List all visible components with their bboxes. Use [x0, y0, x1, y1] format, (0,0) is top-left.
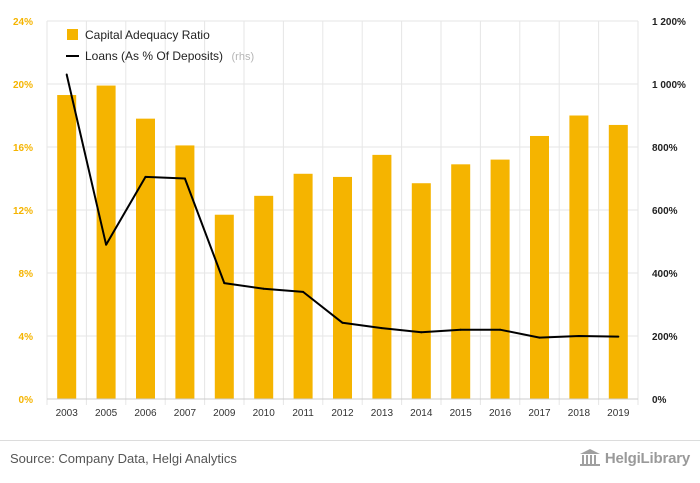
bar-series [57, 85, 628, 400]
bar [411, 183, 431, 399]
brand-name: HelgiLibrary [604, 449, 690, 467]
bar [175, 145, 195, 399]
legend-line-suffix: (rhs) [232, 51, 255, 63]
bar [136, 118, 155, 400]
line-point [302, 290, 305, 293]
left-tick-label: 8% [19, 269, 34, 280]
x-tick-label: 2011 [292, 408, 314, 419]
bar [214, 214, 234, 399]
library-building-icon [579, 449, 600, 466]
line-series [65, 73, 620, 339]
right-tick-label: 1 200% [652, 17, 686, 28]
x-tick-label: 2005 [95, 408, 118, 419]
line-point [459, 328, 462, 331]
line-point [617, 335, 620, 338]
x-tick-label: 2007 [174, 408, 197, 419]
x-tick-label: 2012 [331, 408, 354, 419]
line-point [183, 177, 186, 180]
legend-line-name: Loans (As % Of Deposits) [85, 49, 223, 63]
left-tick-label: 4% [19, 332, 34, 343]
source-note: Source: Company Data, Helgi Analytics [10, 451, 237, 466]
bar [254, 195, 274, 399]
x-tick-label: 2003 [56, 408, 79, 419]
right-tick-label: 0% [652, 395, 667, 406]
bar [372, 154, 392, 399]
x-tick-label: 2010 [253, 408, 276, 419]
line-point [577, 335, 580, 337]
x-tick-label: 2018 [568, 408, 591, 419]
left-tick-label: 0% [19, 395, 34, 406]
legend[interactable]: Capital Adequacy Ratio Loans (As % Of De… [66, 28, 254, 64]
footer-divider [0, 440, 700, 441]
right-tick-label: 1 000% [652, 80, 686, 91]
left-tick-label: 20% [13, 80, 33, 91]
left-tick-label: 16% [13, 143, 33, 154]
line-point [420, 331, 423, 334]
line-point [499, 328, 502, 331]
axes: 0% 0% 4% 200% 8% 400% 12% 600% 16% 800% 20% 1 000% 2… [13, 17, 686, 419]
x-tick-label: 2015 [450, 408, 473, 419]
legend-bar-label: Capital Adequacy Ratio [85, 28, 210, 42]
right-tick-label: 200% [652, 332, 678, 343]
legend-bar-swatch [67, 29, 78, 40]
x-tick-label: 2019 [607, 408, 630, 419]
left-tick-label: 12% [13, 206, 33, 217]
bar [293, 173, 313, 399]
legend-line-label: Loans (As % Of Deposits) (rhs) [85, 47, 254, 64]
line-point [538, 336, 541, 339]
right-tick-label: 600% [652, 206, 678, 217]
right-tick-label: 800% [652, 143, 678, 154]
left-tick-label: 24% [13, 17, 33, 28]
line-point [144, 175, 147, 178]
line-point [380, 327, 383, 330]
x-tick-label: 2017 [528, 408, 551, 419]
line-point [262, 287, 265, 290]
combo-chart: 0% 0% 4% 200% 8% 400% 12% 600% 16% 800% 20% 1 000% 2… [13, 17, 686, 419]
right-tick-label: 400% [652, 269, 678, 280]
x-tick-label: 2014 [410, 408, 433, 419]
bar [451, 164, 471, 399]
brand-logo[interactable]: HelgiLibrary [579, 449, 690, 467]
line-point [105, 243, 108, 246]
bar [530, 135, 549, 399]
x-tick-label: 2013 [371, 408, 394, 419]
line-point [341, 321, 344, 324]
x-tick-label: 2009 [213, 408, 236, 419]
line-point [223, 282, 226, 285]
bar [608, 124, 628, 399]
x-tick-label: 2006 [134, 408, 157, 419]
bar [490, 159, 510, 399]
line-point [65, 73, 68, 76]
bar [57, 95, 77, 400]
gridlines [46, 20, 639, 405]
bar [569, 115, 589, 399]
x-tick-label: 2016 [489, 408, 512, 419]
bar [333, 176, 352, 399]
